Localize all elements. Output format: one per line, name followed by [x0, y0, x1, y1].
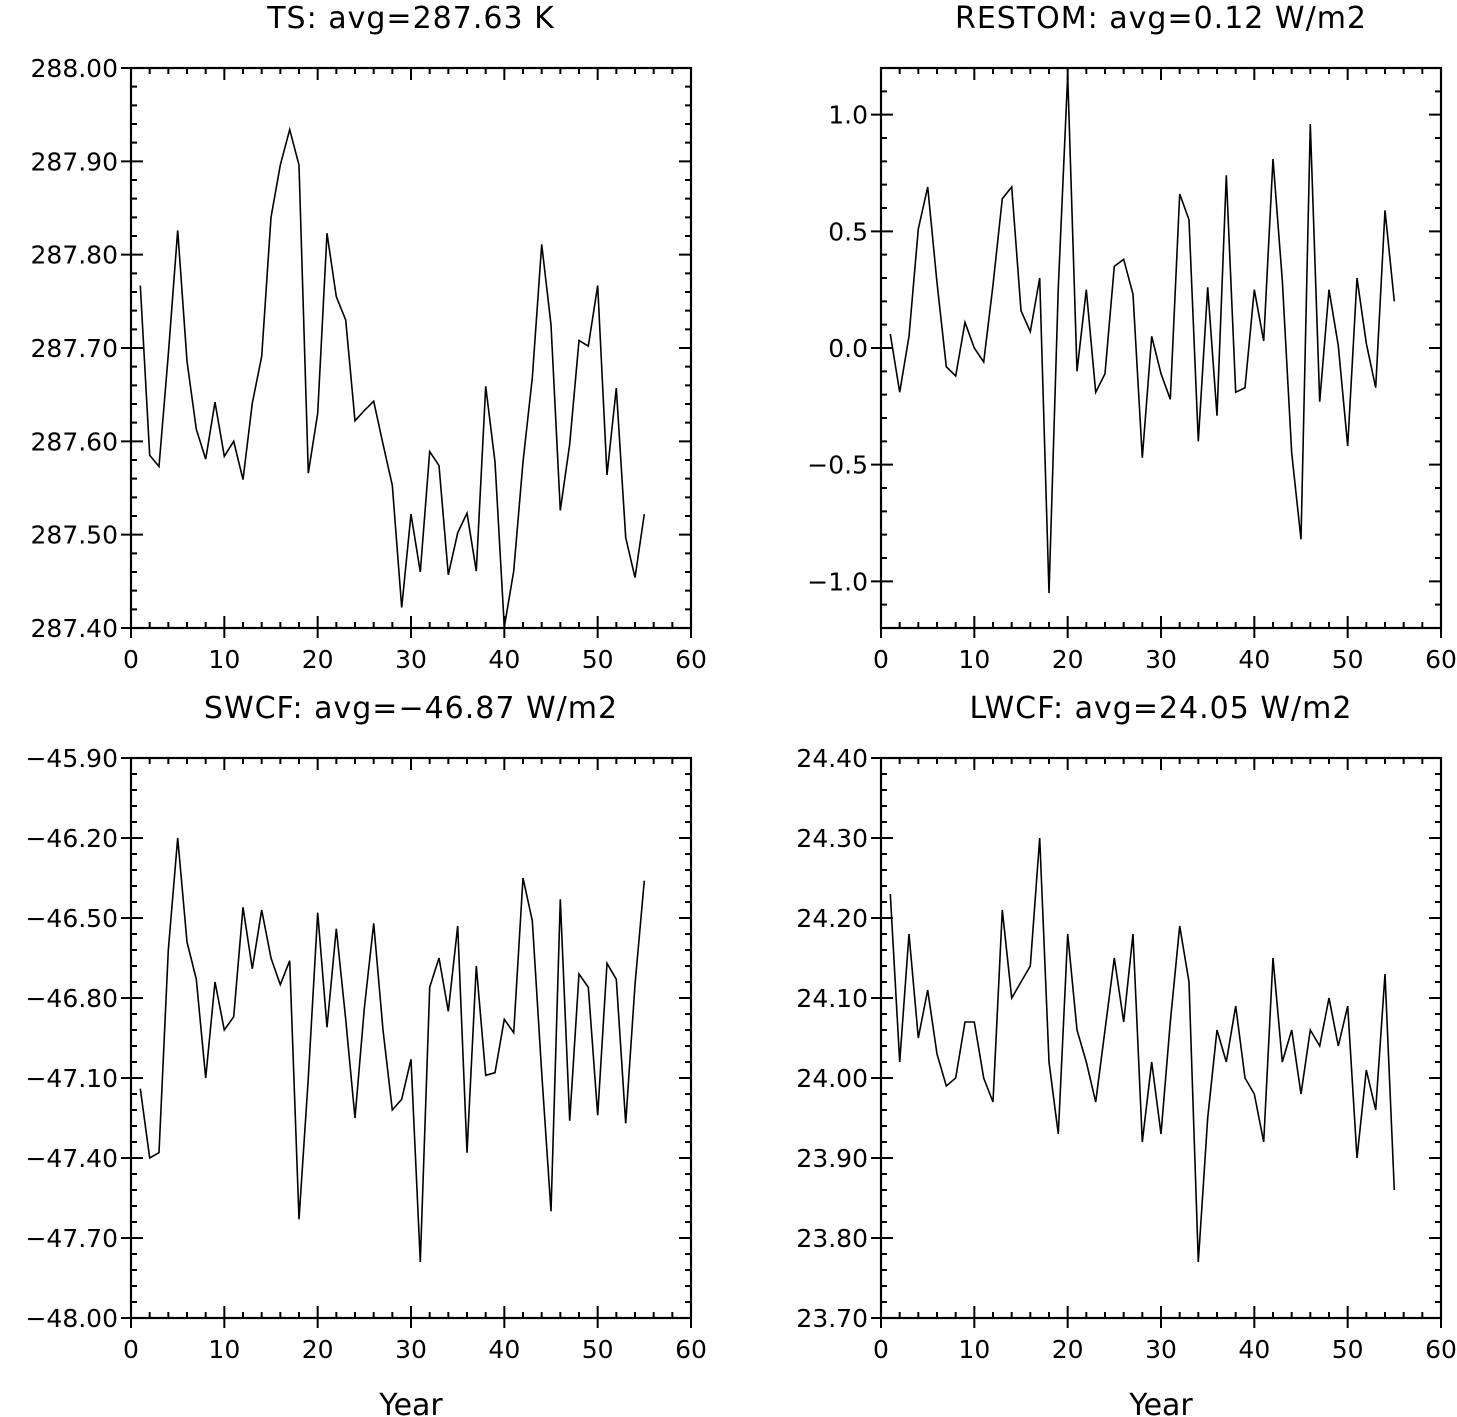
y-tick-label: −47.70 — [25, 1224, 118, 1253]
axis-ticks — [880, 757, 1442, 1319]
axis-ticks — [880, 67, 1442, 629]
x-tick-label: 60 — [1425, 645, 1457, 674]
y-tick-label: −48.00 — [25, 1304, 118, 1333]
x-tick-label: 10 — [208, 1335, 240, 1364]
y-tick-label: −47.10 — [25, 1064, 118, 1093]
y-tick-label: 24.00 — [796, 1064, 868, 1093]
x-tick-label: 20 — [1052, 645, 1084, 674]
chart-title: LWCF: avg=24.05 W/m2 — [970, 691, 1353, 726]
y-tick-label: −0.5 — [807, 451, 868, 480]
axis-outer-ticks — [121, 67, 692, 638]
x-tick-label: 60 — [675, 1335, 707, 1364]
y-tick-label: −46.50 — [25, 904, 118, 933]
x-tick-label: 10 — [958, 645, 990, 674]
x-tick-label: 30 — [1145, 645, 1177, 674]
chart-panel-3: SWCF: avg=−46.87 W/m2 0 10 20 30 40 50 60 −48.00… — [25, 691, 706, 1417]
chart-title: SWCF: avg=−46.87 W/m2 — [204, 691, 618, 726]
y-tick-label: 24.30 — [796, 824, 868, 853]
chart-panel-1: TS: avg=287.63 K 0 10 20 30 40 50 60 287.40 287.5… — [31, 1, 707, 674]
x-tick-label: 40 — [1238, 1335, 1270, 1364]
y-tick-label: 287.60 — [31, 427, 118, 456]
plot-frame — [879, 756, 1443, 1320]
series-line — [139, 126, 646, 628]
chart-title: RESTOM: avg=0.12 W/m2 — [955, 1, 1367, 36]
series-line — [139, 837, 646, 1263]
y-tick-label: 23.90 — [796, 1144, 868, 1173]
y-tick-label: 1.0 — [828, 101, 868, 130]
chart-title: TS: avg=287.63 K — [266, 1, 555, 36]
y-tick-label: 0.0 — [828, 334, 868, 363]
y-tick-label: 287.50 — [31, 521, 118, 550]
chart-panel-4: LWCF: avg=24.05 W/m2 0 10 20 30 40 50 60 23.70 23… — [796, 691, 1456, 1417]
axis-ticks — [130, 67, 692, 629]
plot-frame — [129, 66, 693, 630]
y-tick-label: 287.70 — [31, 334, 118, 363]
y-tick-label: −46.20 — [25, 824, 118, 853]
plot-frame — [879, 66, 1443, 630]
y-tick-label: 24.10 — [796, 984, 868, 1013]
x-tick-label: 40 — [488, 1335, 520, 1364]
x-tick-label: 0 — [873, 1335, 889, 1364]
x-tick-label: 10 — [208, 645, 240, 674]
axis-outer-ticks — [121, 757, 692, 1328]
x-tick-label: 20 — [1052, 1335, 1084, 1364]
axis-ticks — [130, 757, 692, 1319]
x-tick-label: 30 — [395, 1335, 427, 1364]
y-tick-label: 24.20 — [796, 904, 868, 933]
y-tick-label: −46.80 — [25, 984, 118, 1013]
x-tick-label: 20 — [302, 1335, 334, 1364]
x-tick-label: 20 — [302, 645, 334, 674]
axis-outer-ticks — [871, 757, 1442, 1328]
y-tick-label: 23.70 — [796, 1304, 868, 1333]
y-tick-label: −1.0 — [807, 567, 868, 596]
series-line — [889, 74, 1396, 594]
plot-frame — [129, 756, 693, 1320]
x-tick-label: 0 — [873, 645, 889, 674]
x-tick-label: 30 — [1145, 1335, 1177, 1364]
y-tick-label: 287.40 — [31, 614, 118, 643]
x-tick-label: 60 — [1425, 1335, 1457, 1364]
y-tick-label: 287.80 — [31, 241, 118, 270]
x-tick-label: 0 — [123, 1335, 139, 1364]
x-axis-label: Year — [1128, 1388, 1193, 1417]
x-tick-label: 60 — [675, 645, 707, 674]
y-tick-label: 24.40 — [796, 744, 868, 773]
y-tick-label: 288.00 — [31, 54, 118, 83]
x-tick-label: 40 — [1238, 645, 1270, 674]
x-tick-label: 50 — [582, 1335, 614, 1364]
chart-panel-2: RESTOM: avg=0.12 W/m2 0 10 20 30 40 50 60 −1.0 −0… — [807, 1, 1457, 674]
y-tick-label: −47.40 — [25, 1144, 118, 1173]
x-tick-label: 50 — [1332, 1335, 1364, 1364]
y-tick-label: −45.90 — [25, 744, 118, 773]
y-tick-label: 287.90 — [31, 147, 118, 176]
y-tick-label: 23.80 — [796, 1224, 868, 1253]
x-tick-label: 40 — [488, 645, 520, 674]
x-tick-label: 0 — [123, 645, 139, 674]
axis-outer-ticks — [871, 113, 1442, 638]
x-tick-label: 50 — [1332, 645, 1364, 674]
y-tick-label: 0.5 — [828, 217, 868, 246]
x-tick-label: 30 — [395, 645, 427, 674]
x-axis-label: Year — [378, 1388, 443, 1417]
x-tick-label: 50 — [582, 645, 614, 674]
x-tick-label: 10 — [958, 1335, 990, 1364]
series-line — [889, 837, 1396, 1263]
